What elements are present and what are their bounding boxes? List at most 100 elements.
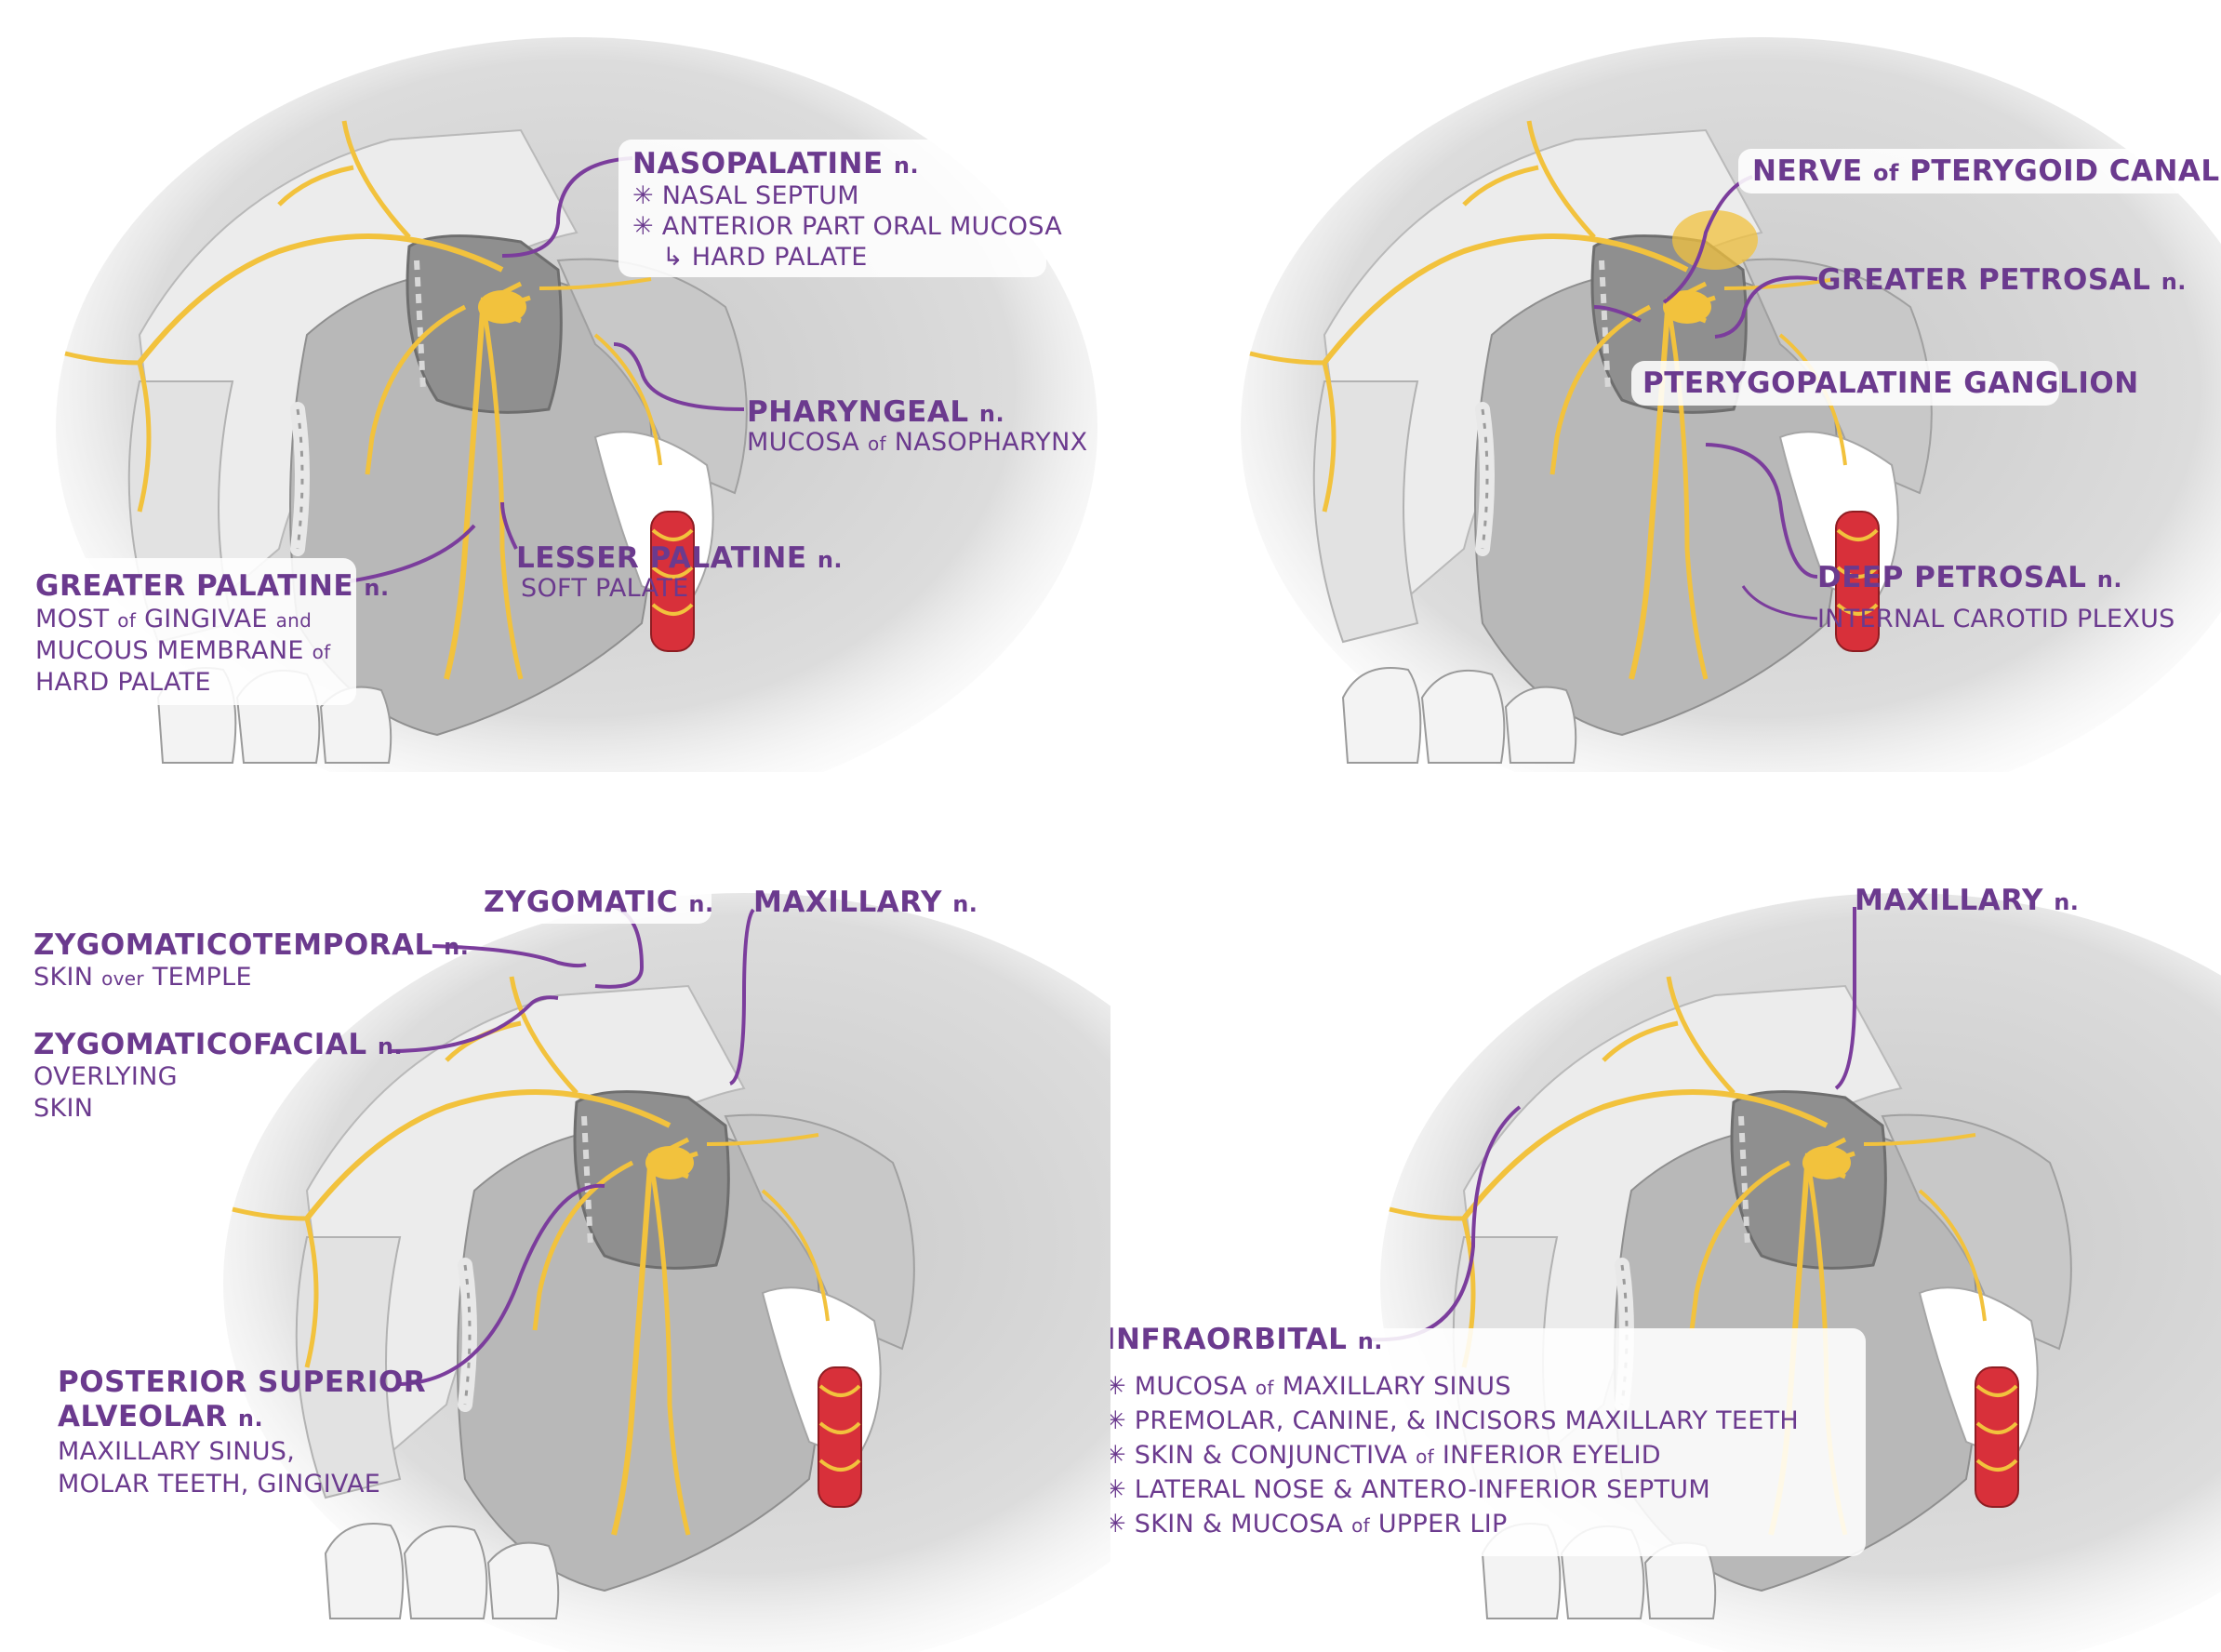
pharyngeal-name: PHARYNGEAL (747, 395, 969, 429)
panel-infraorbital: MAXILLARY n. INFRAORBITAL n. ✳ MUCOSA of… (1110, 828, 2221, 1652)
label-box-infraorbital (1110, 1328, 1866, 1556)
zt-desc-over: over (101, 967, 144, 990)
infraorbital-name: INFRAORBITAL (1110, 1323, 1348, 1356)
maxillary-name-4: MAXILLARY (1855, 884, 2043, 917)
gp-line1-and: and (275, 609, 313, 632)
io-item5-b: UPPER LIP (1377, 1510, 1508, 1539)
greater-petrosal-name: GREATER PETROSAL (1817, 263, 2151, 297)
carotid-plexus-desc: INTERNAL CAROTID PLEXUS (1817, 605, 2175, 633)
io-item1-a: ✳ MUCOSA (1110, 1372, 1247, 1401)
io-item1-b: MAXILLARY SINUS (1282, 1372, 1511, 1401)
pterygoid-canal-rest: PTERYGOID CANAL (1909, 154, 2220, 188)
nasopalatine-title: NASOPALATINE n. (632, 147, 919, 181)
zt-desc-a: SKIN (33, 963, 94, 992)
infraorbital-item3: ✳ SKIN & CONJUNCTIVA of INFERIOR EYELID (1110, 1441, 1661, 1471)
pharyngeal-title: PHARYNGEAL n. (747, 395, 1004, 430)
lesser-palatine-suffix: n. (817, 547, 844, 573)
zygomaticotemporal-title: ZYGOMATICOTEMPORAL n. (33, 928, 469, 963)
zygomatic-suffix: n. (688, 891, 714, 917)
io-item1-of: of (1255, 1377, 1274, 1399)
leader-pterygoid-canal (1662, 175, 1753, 304)
lesser-palatine-title: LESSER PALATINE n. (516, 541, 843, 576)
greater-petrosal-title: GREATER PETROSAL n. (1817, 263, 2187, 298)
nasopalatine-line3: ↳ HARD PALATE (662, 243, 868, 272)
gp-line2-a: MUCOUS MEMBRANE (35, 636, 304, 665)
pharyngeal-suffix: n. (978, 401, 1005, 427)
infraorbital-item4: ✳ LATERAL NOSE & ANTERO-INFERIOR SEPTUM (1110, 1475, 1710, 1504)
deep-petrosal-suffix: n. (2096, 566, 2122, 593)
infraorbital-title: INFRAORBITAL n. (1110, 1323, 1383, 1357)
psa-desc1: MAXILLARY SINUS, (58, 1437, 296, 1466)
infraorbital-item5: ✳ SKIN & MUCOSA of UPPER LIP (1110, 1510, 1508, 1539)
leader-pharyngeal (613, 342, 745, 411)
zygomaticofacial-line2: SKIN (33, 1094, 94, 1123)
zygomaticofacial-title: ZYGOMATICOFACIAL n. (33, 1028, 403, 1062)
pterygoid-canal-of: of (1872, 160, 1899, 186)
psa-title-line2: ALVEOLAR n. (58, 1400, 263, 1434)
psa-desc2: MOLAR TEETH, GINGIVAE (58, 1470, 381, 1499)
greater-petrosal-suffix: n. (2161, 269, 2187, 295)
zygomaticofacial-name: ZYGOMATICOFACIAL (33, 1028, 367, 1061)
zygomaticofacial-suffix: n. (377, 1033, 404, 1059)
infraorbital-item1: ✳ MUCOSA of MAXILLARY SINUS (1110, 1372, 1511, 1402)
leader-lesser-palatine (500, 501, 518, 550)
greater-palatine-line1: MOST of GINGIVAE and (35, 605, 312, 634)
leader-greater-petrosal (1714, 275, 1818, 339)
label-box-nasopalatine (618, 140, 1046, 277)
zygomaticotemporal-suffix: n. (444, 934, 470, 960)
label-box-greater-palatine (26, 558, 356, 705)
pharyngeal-desc: MUCOSA of NASOPHARYNX (747, 428, 1087, 458)
nasopalatine-line2: ✳ ANTERIOR PART ORAL MUCOSA (632, 212, 1063, 241)
leader-nasopalatine (501, 156, 633, 258)
pharyngeal-desc-end: NASOPHARYNX (894, 428, 1088, 457)
zygomatic-name: ZYGOMATIC (484, 886, 679, 919)
maxillary-title-4: MAXILLARY n. (1855, 884, 2079, 918)
panel-zygomatic-branches: ZYGOMATIC n. MAXILLARY n. ZYGOMATICOTEMP… (0, 828, 1110, 1652)
lesser-palatine-desc: SOFT PALATE (521, 574, 689, 603)
label-box-pterygoid-canal (1738, 149, 2208, 193)
trigeminal-ganglion-shape (1672, 210, 1758, 270)
maxillary-name-3: MAXILLARY (753, 886, 942, 919)
psa-line2: ALVEOLAR (58, 1400, 228, 1433)
gp-line1-b: GINGIVAE (144, 605, 268, 633)
panel-ganglion-roots: NERVE of PTERYGOID CANAL GREATER PETROSA… (1110, 0, 2221, 772)
maxillary-suffix-4: n. (2054, 889, 2080, 915)
greater-palatine-line2: MUCOUS MEMBRANE of (35, 636, 331, 666)
skull-illustration-2 (1110, 0, 2221, 772)
label-box-zygomatic (470, 879, 712, 924)
leader-greater-palatine (348, 524, 476, 583)
infraorbital-item2: ✳ PREMOLAR, CANINE, & INCISORS MAXILLARY… (1110, 1406, 1800, 1435)
ganglion-title: PTERYGOPALATINE GANGLION (1642, 366, 2139, 400)
greater-palatine-name: GREATER PALATINE (35, 569, 354, 603)
io-item5-of: of (1351, 1514, 1370, 1537)
leader-posterior-superior-alveolar (399, 1183, 605, 1386)
io-item3-b: INFERIOR EYELID (1442, 1441, 1661, 1470)
io-item3-a: ✳ SKIN & CONJUNCTIVA (1110, 1441, 1408, 1470)
io-item5-a: ✳ SKIN & MUCOSA (1110, 1510, 1344, 1539)
greater-palatine-line3: HARD PALATE (35, 668, 211, 697)
psa-suffix: n. (237, 1406, 264, 1432)
zt-desc-b: TEMPLE (152, 963, 252, 992)
leader-zygomaticofacial (390, 995, 559, 1053)
zygomaticofacial-line1: OVERLYING (33, 1062, 178, 1091)
leader-carotid-plexus (1741, 585, 1818, 620)
pterygoid-canal-title: NERVE of PTERYGOID CANAL (1752, 154, 2220, 189)
leader-maxillary (728, 908, 755, 1086)
leader-ganglion (1593, 305, 1642, 323)
zygomatic-title: ZYGOMATIC n. (484, 886, 714, 920)
lesser-palatine-name: LESSER PALATINE (516, 541, 807, 575)
gp-line1-a: MOST (35, 605, 110, 633)
greater-palatine-title: GREATER PALATINE n. (35, 569, 390, 604)
infraorbital-suffix: n. (1357, 1328, 1383, 1354)
gp-line2-of: of (312, 641, 331, 663)
pharyngeal-desc-of: of (867, 433, 886, 455)
io-item3-of: of (1416, 1446, 1434, 1468)
greater-palatine-suffix: n. (364, 575, 390, 601)
pterygoid-canal-prefix: NERVE (1752, 154, 1863, 188)
skull-illustration-1 (0, 0, 1110, 772)
psa-title-line1: POSTERIOR SUPERIOR (58, 1366, 427, 1399)
nasopalatine-name: NASOPALATINE (632, 147, 884, 180)
zygomaticotemporal-name: ZYGOMATICOTEMPORAL (33, 928, 433, 962)
leader-zygomaticotemporal (432, 944, 587, 968)
leader-deep-petrosal (1705, 443, 1818, 579)
